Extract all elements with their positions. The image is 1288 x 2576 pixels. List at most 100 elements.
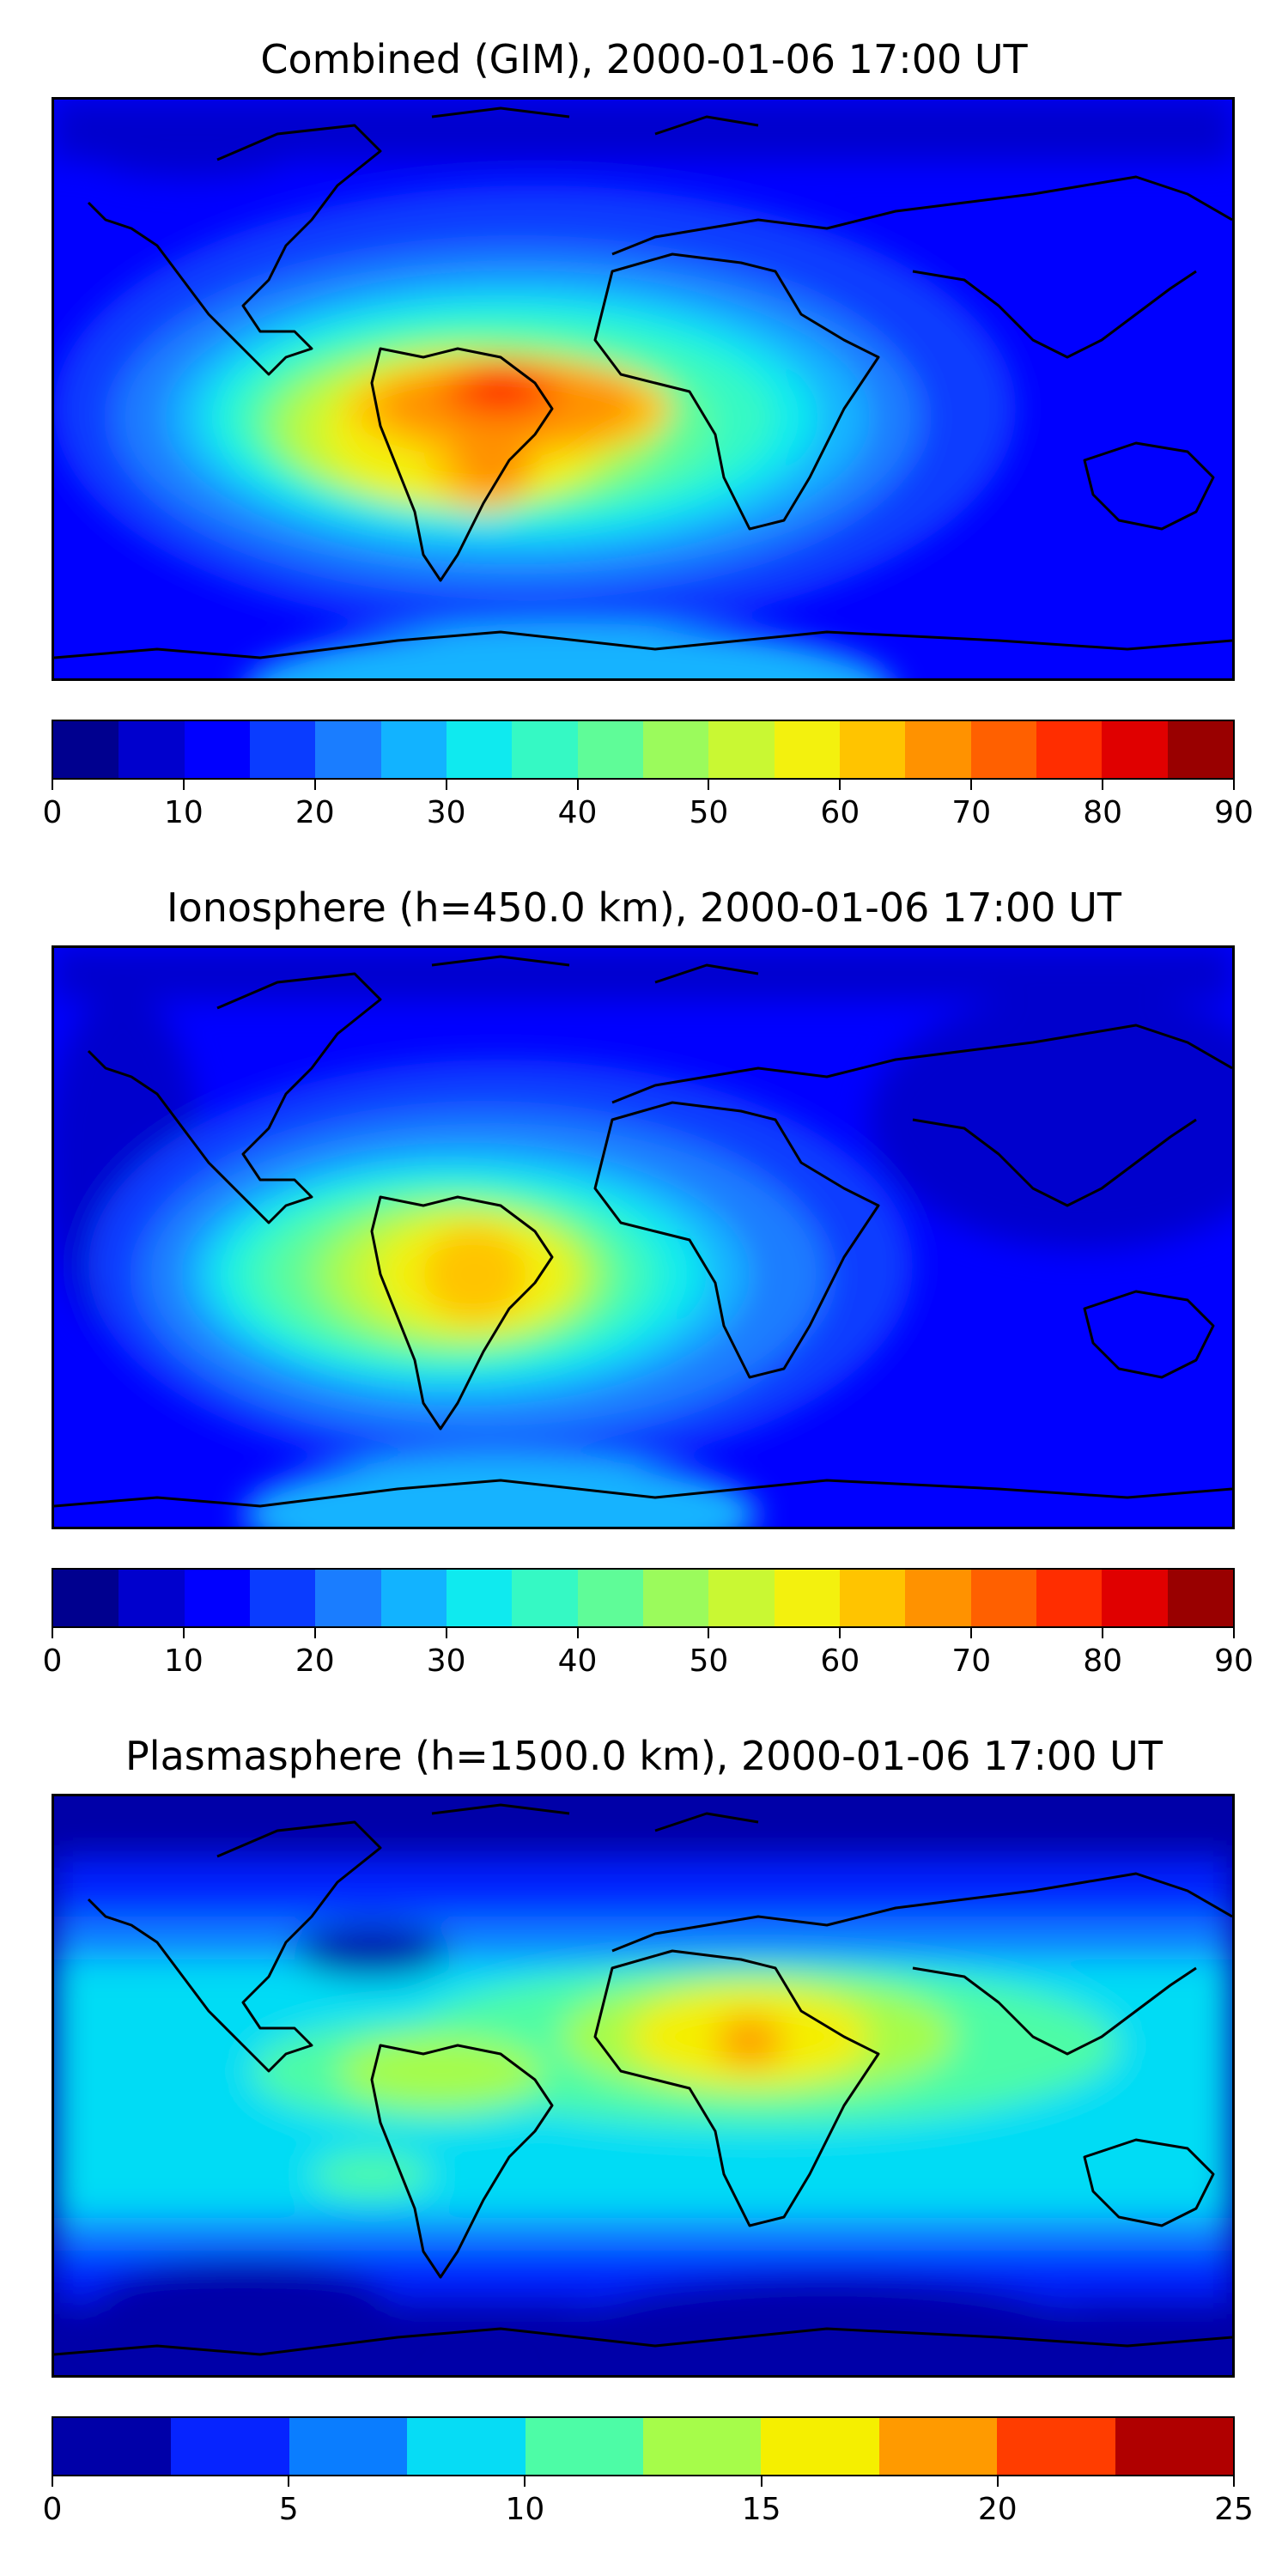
- colorbar-tick-label: 15: [741, 2492, 781, 2527]
- colorbar-segment: [380, 1570, 447, 1626]
- colorbar-tick-label: 80: [1083, 1643, 1123, 1679]
- colorbar-segment: [446, 721, 513, 778]
- colorbar-segment: [708, 1570, 775, 1626]
- colorbar-segment: [184, 721, 250, 778]
- colorbar-tick-mark: [52, 1628, 53, 1638]
- colorbar-segment: [774, 721, 840, 778]
- panel3-colorbar: [52, 2416, 1235, 2476]
- colorbar-tick-mark: [288, 2476, 290, 2487]
- colorbar-segment: [970, 1570, 1036, 1626]
- colorbar-segment: [577, 721, 643, 778]
- colorbar-segment: [171, 2418, 289, 2475]
- colorbar-tick-label: 10: [163, 795, 204, 830]
- colorbar-segment: [708, 721, 775, 778]
- colorbar-segment: [997, 2418, 1115, 2475]
- colorbar-segment: [53, 1570, 119, 1626]
- colorbar-tick-mark: [576, 780, 579, 790]
- colorbar-segment: [642, 721, 709, 778]
- colorbar-segment: [905, 721, 971, 778]
- colorbar-tick-mark: [182, 780, 185, 790]
- colorbar-tick-label: 25: [1214, 2492, 1254, 2527]
- colorbar-tick-label: 30: [426, 795, 466, 830]
- colorbar-tick-label: 40: [557, 1643, 598, 1679]
- colorbar-segment: [512, 1570, 578, 1626]
- colorbar-tick-mark: [970, 1628, 973, 1638]
- colorbar-tick-label: 30: [426, 1643, 466, 1679]
- colorbar-tick-mark: [52, 780, 53, 790]
- colorbar-tick-mark: [1233, 780, 1235, 790]
- colorbar-segment: [1036, 1570, 1103, 1626]
- colorbar-segment: [1167, 721, 1233, 778]
- colorbar-segment: [380, 721, 447, 778]
- colorbar-tick-label: 90: [1214, 795, 1254, 830]
- colorbar-segment: [512, 721, 578, 778]
- colorbar-segment: [970, 721, 1036, 778]
- panel1-map-svg: [54, 100, 1232, 678]
- colorbar-segment: [1167, 1570, 1233, 1626]
- colorbar-tick-mark: [524, 2476, 526, 2487]
- colorbar-tick-label: 20: [295, 795, 335, 830]
- colorbar-tick-label: 10: [163, 1643, 204, 1679]
- colorbar-segment: [905, 1570, 971, 1626]
- colorbar-tick-label: 0: [42, 1643, 63, 1679]
- colorbar-segment: [184, 1570, 250, 1626]
- panel3-map: [52, 1794, 1235, 2378]
- colorbar-tick-label: 50: [689, 1643, 729, 1679]
- colorbar-segment: [118, 1570, 185, 1626]
- colorbar-tick-mark: [1233, 1628, 1235, 1638]
- colorbar-segment: [774, 1570, 840, 1626]
- colorbar-segment: [1102, 721, 1168, 778]
- colorbar-tick-label: 60: [820, 1643, 860, 1679]
- colorbar-tick-mark: [996, 2476, 999, 2487]
- panel1-colorbar: [52, 720, 1235, 780]
- panel2-colorbar: [52, 1568, 1235, 1628]
- colorbar-tick-label: 90: [1214, 1643, 1254, 1679]
- colorbar-tick-mark: [760, 2476, 762, 2487]
- colorbar-segment: [525, 2418, 644, 2475]
- colorbar-segment: [1102, 1570, 1168, 1626]
- panel1-title: Combined (GIM), 2000-01-06 17:00 UT: [260, 36, 1028, 82]
- colorbar-tick-mark: [1102, 780, 1104, 790]
- panel1-map: [52, 97, 1235, 681]
- colorbar-tick-label: 10: [505, 2492, 545, 2527]
- panel3-title: Plasmasphere (h=1500.0 km), 2000-01-06 1…: [125, 1733, 1163, 1779]
- colorbar-tick-mark: [708, 1628, 710, 1638]
- colorbar-tick-mark: [1102, 1628, 1104, 1638]
- colorbar-tick-mark: [839, 1628, 841, 1638]
- colorbar-tick-label: 60: [820, 795, 860, 830]
- colorbar-tick-mark: [839, 780, 841, 790]
- colorbar-segment: [315, 721, 381, 778]
- panel2-map-svg: [54, 948, 1232, 1527]
- colorbar-segment: [642, 1570, 709, 1626]
- panel1-coastlines: [54, 106, 1232, 659]
- colorbar-tick-label: 70: [951, 795, 992, 830]
- colorbar-segment: [839, 1570, 906, 1626]
- colorbar-tick-label: 80: [1083, 795, 1123, 830]
- colorbar-segment: [761, 2418, 879, 2475]
- panel3-colorbar-ticks: 0 5 10 15 20 25: [43, 2476, 1254, 2528]
- colorbar-tick-mark: [52, 2476, 53, 2487]
- colorbar-segment: [839, 721, 906, 778]
- colorbar-segment: [249, 1570, 316, 1626]
- colorbar-tick-mark: [445, 780, 447, 790]
- panel2-title: Ionosphere (h=450.0 km), 2000-01-06 17:0…: [167, 884, 1121, 931]
- colorbar-tick-label: 40: [557, 795, 598, 830]
- colorbar-segment: [53, 721, 119, 778]
- colorbar-tick-mark: [708, 780, 710, 790]
- colorbar-segment: [643, 2418, 762, 2475]
- colorbar-segment: [53, 2418, 172, 2475]
- colorbar-segment: [1036, 721, 1103, 778]
- colorbar-segment: [446, 1570, 513, 1626]
- panel1-colorbar-ticks: 0 10 20 30 40 50 60 70 80 90: [43, 780, 1254, 831]
- colorbar-tick-label: 70: [951, 1643, 992, 1679]
- panel3-coastlines: [54, 1803, 1232, 2356]
- colorbar-segment: [407, 2418, 526, 2475]
- panel2-coastlines: [54, 955, 1232, 1508]
- colorbar-tick-mark: [445, 1628, 447, 1638]
- colorbar-segment: [1115, 2418, 1234, 2475]
- colorbar-tick-mark: [1233, 2476, 1235, 2487]
- colorbar-segment: [315, 1570, 381, 1626]
- colorbar-tick-mark: [313, 780, 316, 790]
- panel3-map-svg: [54, 1796, 1232, 2375]
- colorbar-tick-mark: [313, 1628, 316, 1638]
